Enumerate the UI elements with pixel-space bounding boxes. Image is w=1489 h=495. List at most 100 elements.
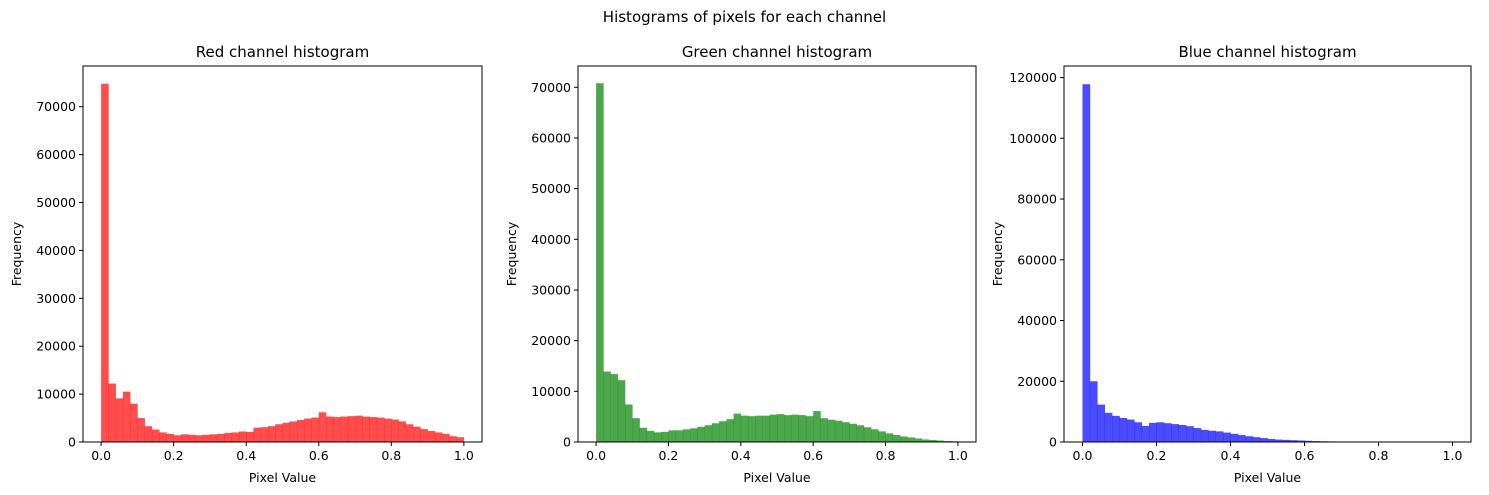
green-bar	[646, 430, 655, 442]
red-bar	[260, 427, 269, 442]
red-bar	[209, 434, 218, 442]
green-bar	[936, 440, 944, 442]
red-x-tick-label: 1.0	[454, 448, 474, 463]
blue-x-tick-label: 0.4	[1221, 448, 1241, 463]
red-bar	[188, 434, 196, 442]
green-bar	[690, 428, 698, 442]
red-bar	[275, 424, 283, 442]
green-histogram-panel: 0.0 0.2 0.4 0.6 0.8 1.0 0 10000 20000 30000 40000 5…	[504, 43, 977, 485]
green-bar	[849, 423, 857, 442]
red-bar	[195, 435, 203, 442]
blue-y-tick-label: 20000	[1017, 374, 1057, 389]
green-bar	[777, 414, 785, 442]
red-bar	[420, 429, 428, 442]
blue-bar	[1267, 438, 1276, 442]
green-bar	[632, 418, 640, 442]
blue-bar	[1252, 437, 1261, 442]
red-bar	[144, 426, 153, 442]
green-bar	[733, 413, 742, 442]
blue-bar	[1097, 404, 1105, 442]
blue-bar	[1215, 431, 1224, 442]
red-bar	[137, 418, 145, 442]
green-bar	[711, 423, 720, 442]
red-plot-frame	[82, 65, 483, 443]
red-y-tick-label: 30000	[36, 291, 76, 306]
blue-x-tick-label: 1.0	[1443, 448, 1463, 463]
green-y-tick-label: 40000	[531, 232, 571, 247]
green-bar	[921, 439, 930, 442]
red-x-tick-label: 0.8	[381, 448, 401, 463]
green-bar	[668, 430, 676, 442]
blue-bar	[1112, 415, 1120, 442]
blue-chart-title: Blue channel histogram	[1178, 43, 1356, 61]
red-bar	[434, 432, 443, 442]
red-x-tick-label: 0.2	[164, 448, 184, 463]
red-bar	[231, 432, 240, 442]
red-bar	[384, 418, 392, 442]
red-bar	[369, 417, 378, 442]
red-bar	[318, 412, 327, 442]
green-bar	[885, 433, 894, 442]
green-bars	[596, 83, 959, 442]
green-x-tick-label: 0.0	[586, 448, 606, 463]
red-bar	[202, 434, 211, 442]
blue-bar	[1274, 439, 1283, 442]
blue-bar	[1156, 422, 1165, 442]
blue-bar	[1089, 381, 1098, 442]
red-bar	[304, 418, 312, 442]
red-bar	[442, 433, 450, 442]
red-bar	[413, 426, 421, 442]
blue-bar	[1126, 419, 1135, 442]
green-bar	[856, 425, 865, 442]
green-bar	[697, 426, 705, 442]
red-bar	[180, 434, 189, 442]
green-bar	[617, 380, 626, 442]
green-bar	[914, 438, 923, 442]
green-y-tick-label: 30000	[531, 282, 571, 297]
green-bar	[827, 419, 836, 442]
red-bar	[253, 427, 262, 442]
blue-y-tick-label: 120000	[1009, 70, 1057, 85]
blue-bar	[1245, 436, 1253, 442]
blue-bars	[1082, 84, 1438, 443]
green-bar	[900, 436, 908, 442]
red-bar	[101, 83, 109, 442]
red-bar	[456, 437, 465, 442]
green-x-axis-label: Pixel Value	[743, 470, 811, 485]
green-bar	[625, 404, 633, 442]
green-bar	[603, 371, 611, 442]
red-bar	[391, 419, 399, 442]
red-bar	[297, 419, 305, 442]
red-x-tick-label: 0.0	[91, 448, 111, 463]
green-x-tick-label: 0.2	[659, 448, 679, 463]
red-bar	[151, 429, 160, 442]
red-histogram-panel: 0.0 0.2 0.4 0.6 0.8 1.0 0 10000 20000 30000 40000 5…	[9, 43, 483, 485]
red-bars	[101, 83, 465, 442]
figure-title: Histograms of pixels for each channel	[603, 8, 886, 26]
red-bar	[122, 391, 131, 442]
green-bar	[892, 434, 901, 442]
blue-x-tick-label: 0.2	[1147, 448, 1167, 463]
blue-y-tick-label: 60000	[1017, 252, 1057, 267]
red-y-tick-label: 40000	[36, 243, 76, 258]
green-y-tick-label: 70000	[531, 80, 571, 95]
red-bar	[355, 415, 363, 442]
green-x-tick-label: 0.6	[803, 448, 823, 463]
green-y-tick-label: 20000	[531, 333, 571, 348]
blue-bar	[1186, 426, 1194, 442]
green-bar	[610, 374, 619, 442]
blue-bar	[1230, 433, 1239, 442]
red-bar	[333, 417, 341, 442]
blue-bar	[1149, 422, 1157, 442]
red-bar	[347, 416, 356, 442]
green-bar	[596, 83, 604, 442]
blue-bar	[1208, 430, 1216, 442]
green-y-tick-label: 0	[563, 435, 571, 450]
blue-bar	[1289, 440, 1298, 442]
green-chart-title: Green channel histogram	[682, 43, 872, 61]
red-bar	[130, 403, 138, 442]
green-x-tick-label: 1.0	[948, 448, 968, 463]
blue-bar	[1082, 84, 1091, 443]
blue-bar	[1178, 424, 1187, 442]
